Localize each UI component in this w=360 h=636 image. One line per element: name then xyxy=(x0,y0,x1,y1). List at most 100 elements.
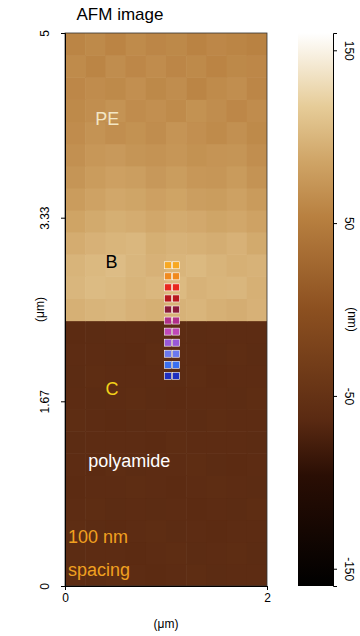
plot-area xyxy=(65,33,267,586)
heatmap-cell xyxy=(186,498,207,521)
point xyxy=(165,339,172,346)
heatmap-cell xyxy=(65,387,86,410)
heatmap-cell xyxy=(206,121,227,144)
tick-label: 1.67 xyxy=(38,390,52,414)
tick-label: -150 xyxy=(342,557,356,581)
heatmap-cell xyxy=(105,298,126,321)
point xyxy=(173,328,180,335)
heatmap-cell xyxy=(65,33,86,56)
heatmap-cell xyxy=(247,121,267,144)
heatmap-cell xyxy=(126,166,147,189)
heatmap-cell xyxy=(186,431,207,454)
annotation: polyamide xyxy=(88,451,170,471)
heatmap-cell xyxy=(146,365,167,388)
heatmap-cell xyxy=(206,431,227,454)
colorbar-title: (nm) xyxy=(345,307,359,332)
heatmap-cell xyxy=(227,564,248,586)
heatmap-cell xyxy=(65,498,86,521)
heatmap-cell xyxy=(146,232,167,255)
heatmap-cell xyxy=(65,409,86,432)
heatmap-cell xyxy=(65,188,86,211)
heatmap-cell xyxy=(247,33,267,56)
heatmap-cell xyxy=(146,387,167,410)
heatmap-cell xyxy=(247,77,267,100)
heatmap-cell xyxy=(227,409,248,432)
heatmap-cell xyxy=(85,365,106,388)
heatmap-cell xyxy=(85,77,106,100)
heatmap-cell xyxy=(105,166,126,189)
heatmap-cell xyxy=(85,321,106,344)
heatmap-cell xyxy=(206,276,227,299)
heatmap-cell xyxy=(146,55,167,78)
heatmap-cell xyxy=(186,520,207,543)
heatmap-cell xyxy=(126,276,147,299)
tick-label: 50 xyxy=(342,217,356,231)
heatmap-cell xyxy=(206,298,227,321)
heatmap-cell xyxy=(126,298,147,321)
heatmap-cell xyxy=(227,33,248,56)
tick: 0 xyxy=(38,583,65,590)
heatmap-cell xyxy=(105,77,126,100)
point xyxy=(165,350,172,357)
heatmap-cell xyxy=(206,498,227,521)
heatmap-cell xyxy=(85,298,106,321)
heatmap-cell xyxy=(166,33,187,56)
heatmap-cell xyxy=(105,276,126,299)
heatmap-cell xyxy=(146,564,167,586)
tick: 0 xyxy=(62,586,69,605)
heatmap-cell xyxy=(186,77,207,100)
heatmap-cell xyxy=(126,232,147,255)
heatmap-cell xyxy=(227,276,248,299)
heatmap-cell xyxy=(166,77,187,100)
heatmap-cell xyxy=(247,166,267,189)
heatmap-cell xyxy=(126,210,147,233)
tick: -50 xyxy=(333,388,356,406)
heatmap-cell xyxy=(206,33,227,56)
heatmap-cell xyxy=(227,298,248,321)
heatmap-cell xyxy=(186,475,207,498)
heatmap-cell xyxy=(227,77,248,100)
heatmap-cell xyxy=(146,276,167,299)
heatmap-cell xyxy=(146,121,167,144)
heatmap-cell xyxy=(206,564,227,586)
point xyxy=(173,361,180,368)
heatmap-cell xyxy=(227,542,248,565)
heatmap-cell xyxy=(166,121,187,144)
heatmap-cell xyxy=(65,475,86,498)
tick-mark xyxy=(333,223,337,224)
tick: -150 xyxy=(333,557,356,581)
heatmap-cell xyxy=(206,77,227,100)
heatmap-cell xyxy=(85,166,106,189)
heatmap-cell xyxy=(227,498,248,521)
colorbar xyxy=(298,33,333,586)
heatmap-cell xyxy=(206,166,227,189)
heatmap-cell xyxy=(227,166,248,189)
axis-title: (μm) xyxy=(154,617,179,631)
heatmap-cell xyxy=(65,343,86,366)
tick-mark xyxy=(333,396,337,397)
annotation: 100 nm xyxy=(68,527,128,547)
heatmap-cell xyxy=(146,298,167,321)
point xyxy=(165,262,172,269)
heatmap-cell xyxy=(126,99,147,122)
heatmap-cell xyxy=(206,542,227,565)
heatmap-cell xyxy=(227,188,248,211)
heatmap-cell xyxy=(227,144,248,167)
heatmap-cell xyxy=(65,144,86,167)
heatmap-cell xyxy=(126,343,147,366)
heatmap-cell xyxy=(166,498,187,521)
point xyxy=(173,295,180,302)
heatmap-cell xyxy=(85,232,106,255)
heatmap-cell xyxy=(85,144,106,167)
heatmap-cell xyxy=(227,99,248,122)
plot-frame xyxy=(65,33,267,586)
tick-mark xyxy=(65,586,66,590)
tick-label: 3.33 xyxy=(38,206,52,230)
heatmap-cell xyxy=(247,144,267,167)
heatmap-cell xyxy=(227,210,248,233)
heatmap-cell xyxy=(65,365,86,388)
heatmap-cell xyxy=(186,99,207,122)
heatmap-cell xyxy=(227,387,248,410)
heatmap-cell xyxy=(85,210,106,233)
heatmap-cell xyxy=(146,542,167,565)
